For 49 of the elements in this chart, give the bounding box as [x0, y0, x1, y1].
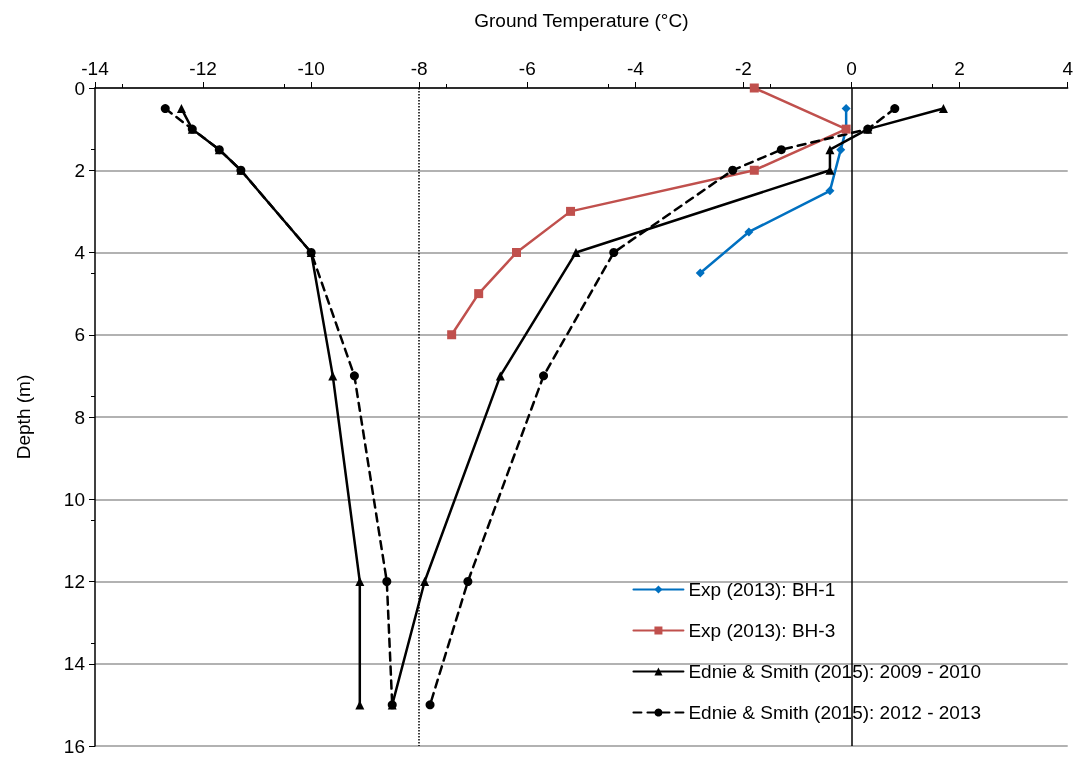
y-tick-label: 6	[74, 324, 85, 346]
x-tick-label: -10	[297, 58, 325, 79]
x-tick-label: -8	[410, 58, 428, 79]
point	[609, 248, 619, 257]
legend-label: Exp (2013): BH-3	[688, 620, 836, 641]
y-tick-label: 10	[63, 488, 85, 510]
point	[512, 248, 522, 257]
y-tick-label: 0	[74, 77, 85, 99]
point	[176, 104, 186, 114]
point	[539, 371, 549, 381]
point	[825, 186, 835, 196]
point	[744, 227, 754, 237]
y-tick-label: 4	[74, 242, 86, 263]
point	[695, 268, 705, 278]
point	[420, 577, 430, 586]
y-tick-label: 2	[74, 159, 85, 181]
x-tick-label: 2	[954, 58, 965, 79]
y-tick-label: 16	[63, 735, 85, 757]
point	[474, 289, 484, 299]
point	[749, 165, 759, 175]
point	[355, 577, 365, 586]
point	[728, 165, 738, 175]
legend-label: Exp (2013): BH-1	[688, 579, 836, 600]
point	[382, 577, 392, 586]
point	[160, 104, 170, 114]
point	[571, 248, 581, 257]
y-tick-label: 8	[74, 406, 85, 428]
x-tick-label: -12	[189, 58, 217, 79]
point	[566, 206, 576, 216]
y-axis-title: Depth (m)	[13, 374, 34, 460]
x-tick-label: -2	[735, 58, 752, 79]
point	[749, 83, 759, 93]
point	[836, 145, 846, 155]
point	[890, 104, 900, 114]
point	[463, 577, 473, 586]
x-tick-label: -4	[626, 58, 645, 79]
x-axis-title: Ground Temperature (°C)	[474, 10, 689, 31]
point	[938, 104, 948, 114]
point	[349, 371, 359, 381]
point	[425, 700, 435, 710]
point	[825, 145, 835, 155]
point	[447, 330, 457, 340]
point	[776, 145, 786, 155]
x-tick-label: -14	[81, 58, 110, 79]
x-tick-label: 0	[846, 58, 857, 79]
y-tick-label: 12	[63, 571, 85, 592]
y-tick-label: 14	[63, 653, 86, 675]
x-tick-label: 4	[1062, 58, 1074, 79]
x-tick-label: -6	[518, 58, 536, 79]
